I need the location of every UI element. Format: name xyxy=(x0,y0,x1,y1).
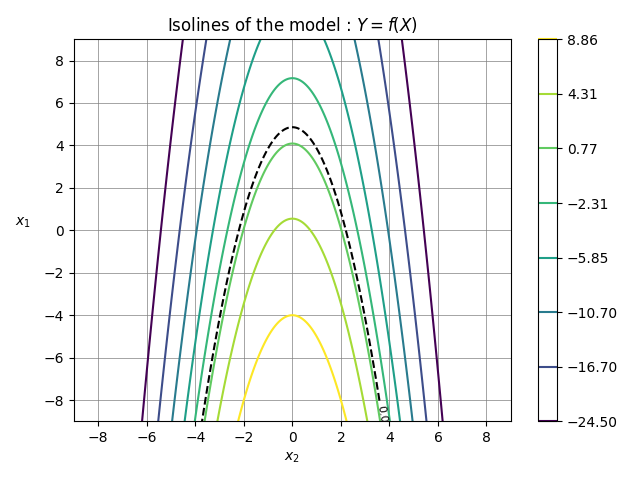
X-axis label: $x_2$: $x_2$ xyxy=(284,451,300,465)
Y-axis label: $x_1$: $x_1$ xyxy=(15,216,31,230)
Title: Isolines of the model : $Y = f(X)$: Isolines of the model : $Y = f(X)$ xyxy=(167,15,418,35)
Text: 0.0: 0.0 xyxy=(375,405,388,424)
